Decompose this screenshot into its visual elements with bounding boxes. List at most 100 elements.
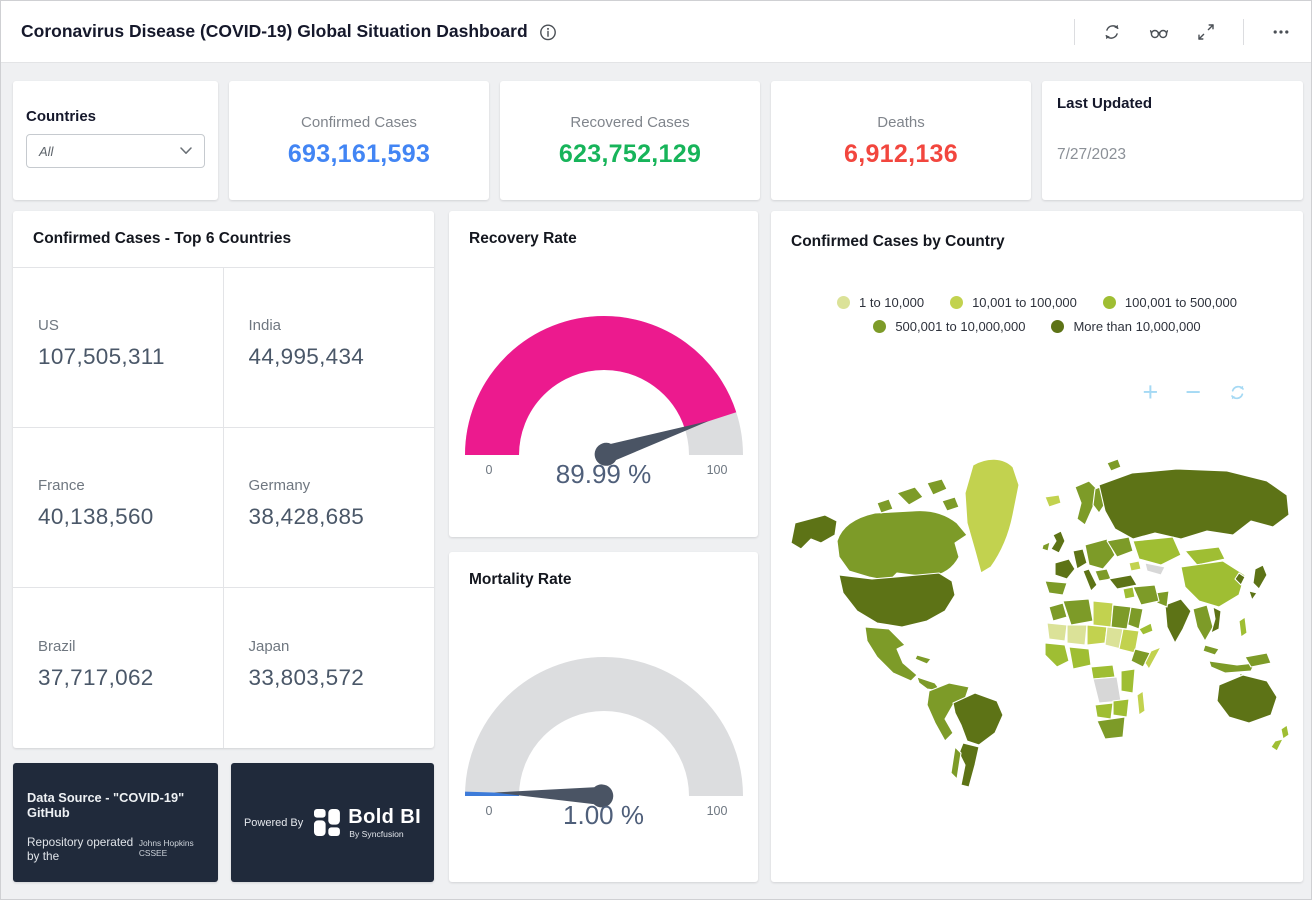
country-name: Brazil <box>38 638 213 655</box>
country-name: Japan <box>249 638 425 655</box>
divider <box>1074 19 1075 45</box>
map-region[interactable] <box>1069 647 1091 669</box>
map-region[interactable] <box>897 487 923 505</box>
map-region[interactable] <box>865 627 917 681</box>
map-region[interactable] <box>1193 605 1213 641</box>
map-region[interactable] <box>1095 703 1113 719</box>
map-region[interactable] <box>1067 625 1087 645</box>
kpi-value: 6,912,136 <box>844 140 958 169</box>
map-region[interactable] <box>1047 623 1067 641</box>
map-region[interactable] <box>1203 645 1219 655</box>
map-region[interactable] <box>1091 665 1115 679</box>
map-region[interactable] <box>1107 459 1121 471</box>
legend-dot <box>837 296 850 309</box>
world-map <box>777 423 1297 793</box>
legend-label: More than 10,000,000 <box>1073 319 1200 334</box>
map-region[interactable] <box>1129 561 1141 571</box>
map-region[interactable] <box>839 573 955 627</box>
map-region[interactable] <box>1045 581 1067 595</box>
countries-label: Countries <box>26 108 96 125</box>
refresh-icon[interactable] <box>1102 22 1122 42</box>
map-region[interactable] <box>915 655 931 664</box>
map-region[interactable] <box>1093 677 1121 703</box>
gauge-max-label: 100 <box>706 463 727 477</box>
kpi-value: 693,161,593 <box>288 140 430 169</box>
map-region[interactable] <box>1217 675 1277 723</box>
table-row: India 44,995,434 <box>224 268 435 428</box>
map-zoom-in-button[interactable]: + <box>1142 379 1158 406</box>
countries-select[interactable]: All <box>26 134 205 168</box>
map-region[interactable] <box>1121 669 1135 693</box>
map-region[interactable] <box>1087 625 1107 645</box>
map-region[interactable] <box>1093 601 1113 627</box>
map-region[interactable] <box>1063 599 1093 625</box>
map-region[interactable] <box>1239 617 1247 637</box>
map-region[interactable] <box>1145 647 1161 669</box>
map-region[interactable] <box>1113 699 1129 717</box>
map-region[interactable] <box>1271 739 1283 751</box>
legend-dot <box>1103 296 1116 309</box>
map-region[interactable] <box>1133 585 1159 605</box>
legend-item: More than 10,000,000 <box>1051 319 1200 334</box>
map-region[interactable] <box>965 459 1019 573</box>
map-region[interactable] <box>1281 725 1289 739</box>
fullscreen-icon[interactable] <box>1196 22 1216 42</box>
kpi-deaths: Deaths 6,912,136 <box>771 81 1031 200</box>
map-region[interactable] <box>877 499 893 513</box>
map-region[interactable] <box>1111 605 1131 629</box>
country-value: 37,717,062 <box>38 665 213 691</box>
map-region[interactable] <box>1055 559 1075 579</box>
map-legend: 1 to 10,000 10,001 to 100,000 100,001 to… <box>771 295 1303 334</box>
map-region[interactable] <box>1253 565 1267 589</box>
data-source-line2: Repository operated by the Johns Hopkins… <box>27 835 204 863</box>
map-region[interactable] <box>1123 587 1135 599</box>
map-region[interactable] <box>1042 542 1050 551</box>
country-value: 40,138,560 <box>38 504 213 530</box>
preview-glasses-icon[interactable] <box>1149 22 1169 42</box>
map-region[interactable] <box>1165 599 1191 643</box>
map-region[interactable] <box>1097 717 1125 739</box>
map-region[interactable] <box>927 479 947 495</box>
map-region[interactable] <box>959 743 979 787</box>
top6-title: Confirmed Cases - Top 6 Countries <box>13 211 434 248</box>
kpi-confirmed-cases: Confirmed Cases 693,161,593 <box>229 81 489 200</box>
country-name: France <box>38 477 213 494</box>
map-region[interactable] <box>1181 561 1245 607</box>
map-region[interactable] <box>942 497 959 511</box>
last-updated-value: 7/27/2023 <box>1057 146 1126 164</box>
map-region[interactable] <box>1051 531 1065 553</box>
top6-countries-card: Confirmed Cases - Top 6 Countries US 107… <box>13 211 434 748</box>
map-region[interactable] <box>1045 495 1061 507</box>
map-region[interactable] <box>1139 623 1153 635</box>
dashboard: Coronavirus Disease (COVID-19) Global Si… <box>0 0 1312 900</box>
map-region[interactable] <box>837 511 967 581</box>
map-zoom-out-button[interactable]: − <box>1185 379 1201 406</box>
kpi-label: Deaths <box>877 114 925 131</box>
legend-label: 100,001 to 500,000 <box>1125 295 1237 310</box>
info-icon[interactable] <box>538 22 558 42</box>
map-region[interactable] <box>791 515 837 549</box>
boldbi-logo-icon <box>314 809 341 836</box>
map-region[interactable] <box>1137 691 1145 715</box>
map-region[interactable] <box>1083 569 1097 591</box>
map-region[interactable] <box>1133 537 1181 565</box>
map-region[interactable] <box>1211 607 1221 633</box>
map-region[interactable] <box>1099 469 1289 539</box>
map-region[interactable] <box>953 693 1003 745</box>
legend-item: 500,001 to 10,000,000 <box>873 319 1025 334</box>
legend-label: 10,001 to 100,000 <box>972 295 1077 310</box>
map-region[interactable] <box>1045 643 1069 667</box>
map-region[interactable] <box>951 747 961 779</box>
kpi-recovered-cases: Recovered Cases 623,752,129 <box>500 81 760 200</box>
map-region[interactable] <box>1249 591 1257 600</box>
data-source-line1: Data Source - "COVID-19" GitHub <box>27 790 204 820</box>
table-row: Germany 38,428,685 <box>224 428 435 588</box>
divider <box>1243 19 1244 45</box>
map-region[interactable] <box>1073 549 1087 569</box>
gauge-min-label: 0 <box>485 804 492 818</box>
map-reset-icon[interactable] <box>1228 383 1247 402</box>
more-icon[interactable] <box>1271 22 1291 42</box>
recovery-rate-gauge: 0 100 <box>459 305 749 477</box>
table-row: US 107,505,311 <box>13 268 224 428</box>
legend-dot <box>1051 320 1064 333</box>
